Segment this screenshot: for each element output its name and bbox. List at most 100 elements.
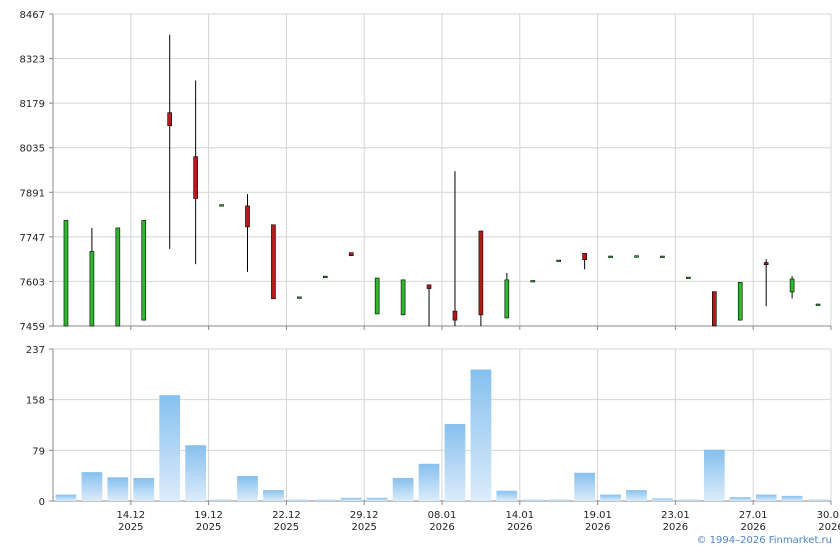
candle-body xyxy=(167,112,172,127)
candle xyxy=(400,279,406,316)
x-tick-label-year: 2026 xyxy=(663,522,688,533)
volume-bar xyxy=(574,472,596,501)
candle xyxy=(374,277,380,315)
candle xyxy=(634,255,639,258)
candle xyxy=(582,252,587,270)
volume-bar xyxy=(211,499,232,501)
candle xyxy=(660,255,665,258)
volume-bar xyxy=(600,494,621,501)
price-y-tick-label: 8035 xyxy=(20,144,45,155)
candle-body xyxy=(556,259,562,262)
volume-bar xyxy=(237,475,258,501)
candle-body xyxy=(763,262,769,266)
x-tick-label-date: 08.01 xyxy=(428,510,457,521)
volume-bar xyxy=(626,490,647,501)
candle xyxy=(530,280,536,283)
price-y-tick-label: 8467 xyxy=(20,10,45,21)
price-y-tick-label: 8323 xyxy=(20,55,45,66)
volume-bar xyxy=(781,495,803,501)
candle xyxy=(63,220,69,327)
price-y-tick-label: 7459 xyxy=(20,322,45,333)
volume-bar xyxy=(133,477,155,501)
candle xyxy=(504,273,510,319)
candle xyxy=(322,275,328,278)
candle xyxy=(789,276,795,299)
candle-body xyxy=(245,205,250,228)
candle xyxy=(245,194,250,272)
volume-bar xyxy=(470,369,492,501)
volume-bar xyxy=(444,424,466,501)
x-tick-label-date: 19.12 xyxy=(194,510,223,521)
candle xyxy=(763,259,769,307)
candle-body xyxy=(115,227,121,327)
volume-bar xyxy=(703,449,725,501)
price-y-tick-label: 7603 xyxy=(20,277,45,288)
volume-bar xyxy=(548,499,570,501)
volume-bar xyxy=(185,445,207,501)
x-tick-label-date: 27.01 xyxy=(739,510,768,521)
volume-bar xyxy=(652,498,673,501)
candle-body xyxy=(89,251,95,327)
candle-body xyxy=(789,278,795,293)
candle-body xyxy=(478,230,484,316)
volume-bar xyxy=(55,494,77,501)
x-tick-label-date: 14.01 xyxy=(505,510,534,521)
candle-body xyxy=(322,275,328,278)
volume-bar xyxy=(288,499,310,501)
copyright-credit: © 1994–2026 Finmarket.ru xyxy=(696,535,832,546)
x-axis: 14.12202519.12202522.12202529.12202508.0… xyxy=(116,326,840,533)
volume-bar xyxy=(807,499,829,501)
candle-body xyxy=(504,279,510,319)
volume-y-tick-label: 158 xyxy=(26,396,45,407)
x-tick-label-date: 23.01 xyxy=(661,510,690,521)
x-tick-label-year: 2026 xyxy=(585,522,610,533)
candle-body xyxy=(660,255,665,258)
volume-bar xyxy=(418,463,440,501)
x-tick-label-date: 29.12 xyxy=(350,510,379,521)
volume-y-tick-label: 0 xyxy=(39,497,45,508)
candle-body xyxy=(219,204,224,207)
candle-body xyxy=(271,224,276,300)
candle xyxy=(297,296,302,299)
price-y-tick-label: 7747 xyxy=(20,233,45,244)
candle-body xyxy=(141,220,147,321)
x-tick-label-date: 14.12 xyxy=(116,510,145,521)
candle xyxy=(141,220,147,321)
volume-bar xyxy=(81,472,103,501)
price-y-tick-label: 7891 xyxy=(20,188,45,199)
x-tick-label-date: 22.12 xyxy=(272,510,301,521)
candle-body xyxy=(374,277,380,315)
volume-panel: 237 158 79 0 xyxy=(26,345,832,508)
candle-body xyxy=(297,296,302,299)
candle xyxy=(452,171,458,326)
candle xyxy=(426,284,432,326)
volume-bar xyxy=(392,477,414,501)
candle xyxy=(686,276,691,279)
volume-bar xyxy=(677,499,699,501)
price-panel: 8467 8323 8179 8035 7891 7747 7603 7459 xyxy=(20,10,832,333)
x-tick-label-date: 19.01 xyxy=(583,510,612,521)
candle-body xyxy=(193,156,198,199)
candle xyxy=(737,282,743,321)
volume-y-tick-label: 237 xyxy=(26,345,45,356)
candle-body xyxy=(63,220,69,327)
candle-body xyxy=(711,291,717,327)
x-tick-label-year: 2026 xyxy=(507,522,532,533)
x-tick-label-year: 2026 xyxy=(429,522,454,533)
candle xyxy=(219,204,224,207)
price-y-tick-label: 8179 xyxy=(20,99,45,110)
candle-body xyxy=(815,303,821,306)
candle-body xyxy=(686,276,691,279)
candle-body xyxy=(634,255,639,258)
candle-body xyxy=(348,252,354,257)
candle xyxy=(115,227,121,327)
volume-bar xyxy=(755,494,777,501)
candle xyxy=(193,80,198,265)
candle xyxy=(89,227,95,327)
x-tick-label-date: 30.01 xyxy=(817,510,840,521)
candle-body xyxy=(400,279,406,316)
volume-bar xyxy=(496,490,518,501)
x-tick-label-year: 2025 xyxy=(351,522,376,533)
volume-bar xyxy=(159,395,181,501)
